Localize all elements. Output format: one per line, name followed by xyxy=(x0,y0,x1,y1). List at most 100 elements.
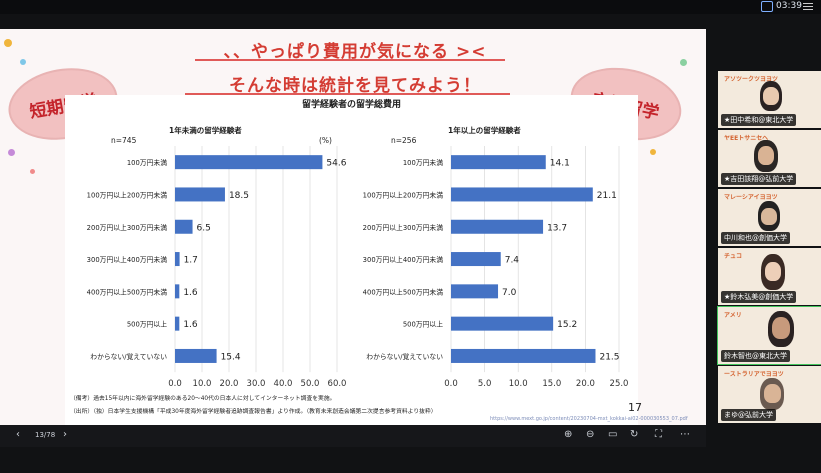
participant-tile[interactable]: マレーシアイヨヨツ 中川和也@創価大学 xyxy=(718,189,821,246)
x-tick-label: 50.0 xyxy=(301,379,320,389)
data-label: 1.6 xyxy=(183,320,198,330)
participant-tile[interactable]: アソツークツヨヨツ ★田中希和@東北大学 xyxy=(718,71,821,128)
chart-title: 留学経験者の留学総費用 xyxy=(301,100,401,110)
participant-video xyxy=(765,262,781,281)
bar xyxy=(175,316,180,331)
category-label: 500万円以上 xyxy=(127,320,167,329)
bar xyxy=(175,284,180,299)
x-tick-label: 20.0 xyxy=(576,379,595,389)
bar xyxy=(451,155,546,170)
bar xyxy=(451,348,596,363)
participant-tile[interactable]: ーストラリアでヨヨツ まゆ@弘前大学 xyxy=(718,366,821,423)
confetti-decoration xyxy=(30,169,35,174)
category-label: 100万円以上200万円未満 xyxy=(363,190,444,199)
bar xyxy=(451,219,544,234)
category-label: 300万円以上400万円未満 xyxy=(87,255,168,264)
chart-source: （出所）（独）日本学生支援機構「平成30年度海外留学経験者追跡調査報告書」より作… xyxy=(70,409,437,415)
prev-page-button[interactable]: ‹ xyxy=(16,429,20,440)
chart-left-unit: (%) xyxy=(319,136,332,145)
participant-name: ★田中希和@東北大学 xyxy=(721,114,797,126)
confetti-decoration xyxy=(4,39,12,47)
data-label: 15.4 xyxy=(221,352,241,362)
category-label: 300万円以上400万円未満 xyxy=(363,255,444,264)
slide-headline-2: そんな時は統計を見てみよう！ xyxy=(229,76,481,96)
chart-left-title: 1年未満の留学経験者 xyxy=(169,126,242,135)
clock-time: 03:39 xyxy=(776,1,802,11)
participant-name: ★吉田該翔@弘前大学 xyxy=(721,173,797,185)
chart-note: （備考）過去15年以内に海外留学経験のある20〜40代の日本人に対してインターネ… xyxy=(70,396,336,402)
x-tick-label: 20.0 xyxy=(220,379,239,389)
zoom-in-icon[interactable]: ⊕ xyxy=(564,429,573,440)
x-tick-label: 40.0 xyxy=(274,379,293,389)
x-tick-label: 0.0 xyxy=(168,379,182,389)
x-tick-label: 10.0 xyxy=(509,379,528,389)
participant-video xyxy=(758,146,774,165)
x-tick-label: 25.0 xyxy=(610,379,629,389)
confetti-decoration xyxy=(650,149,656,155)
participant-background-text: ヤEEトサニセヘ xyxy=(724,135,769,142)
category-label: 100万円未満 xyxy=(127,158,167,167)
participant-tile[interactable]: ヤEEトサニセヘ ★吉田該翔@弘前大学 xyxy=(718,130,821,187)
bar xyxy=(175,187,225,202)
bar xyxy=(175,348,217,363)
x-tick-label: 15.0 xyxy=(542,379,561,389)
category-label: わからない/覚えていない xyxy=(90,352,167,361)
participant-tile[interactable]: チュコ ★鈴木弘美@創価大学 xyxy=(718,248,821,305)
bar xyxy=(451,284,499,299)
data-label: 21.5 xyxy=(599,352,619,362)
fullscreen-icon[interactable]: ⛶ xyxy=(655,429,662,440)
chart-left-n: n=745 xyxy=(111,136,137,145)
headline-underline xyxy=(195,59,505,61)
top-status-bar: 03:39 xyxy=(0,0,821,14)
x-tick-label: 10.0 xyxy=(193,379,212,389)
data-label: 13.7 xyxy=(547,223,567,233)
bar-charts: 0.0 10.0 20.0 30.0 40.0 50.0 60.0 100万円未満 54.6 10… xyxy=(87,146,629,389)
next-page-button[interactable]: › xyxy=(63,429,67,440)
more-options-icon[interactable]: ⋯ xyxy=(680,429,690,440)
chart-right-title: 1年以上の留学経験者 xyxy=(448,126,521,135)
participant-video xyxy=(764,384,781,403)
slide-page-number: 17 xyxy=(628,401,642,414)
rotate-icon[interactable]: ↻ xyxy=(630,429,639,440)
data-label: 6.5 xyxy=(197,223,211,233)
x-tick-label: 60.0 xyxy=(328,379,347,389)
chart-right-n: n=256 xyxy=(391,136,417,145)
data-label: 1.7 xyxy=(184,256,198,266)
participant-video xyxy=(772,317,790,339)
data-label: 15.2 xyxy=(557,320,577,330)
category-label: 400万円以上500万円未満 xyxy=(363,287,444,296)
headline-underline xyxy=(185,93,510,95)
category-label: 100万円以上200万円未満 xyxy=(87,190,168,199)
data-label: 7.0 xyxy=(502,288,517,298)
menu-icon[interactable] xyxy=(803,3,813,10)
bar xyxy=(175,219,193,234)
chart-panel: 留学経験者の留学総費用 1年未満の留学経験者 1年以上の留学経験者 n=745 … xyxy=(65,95,638,425)
participant-background-text: アソツークツヨヨツ xyxy=(724,76,779,83)
category-label: 200万円以上300万円未満 xyxy=(87,223,168,232)
zoom-out-icon[interactable]: ⊖ xyxy=(586,429,595,440)
category-label: わからない/覚えていない xyxy=(366,352,443,361)
participant-background-text: チュコ xyxy=(724,253,743,260)
data-label: 54.6 xyxy=(326,159,346,169)
data-label: 14.1 xyxy=(550,159,570,169)
slide-headline-1: 、、やっぱり費用が気になる >< xyxy=(223,42,487,62)
participant-name: 中川和也@創価大学 xyxy=(721,232,790,244)
source-url: https://www.mext.go.jp/content/20230704-… xyxy=(490,416,688,422)
shield-icon xyxy=(761,1,773,12)
bar xyxy=(175,252,180,267)
participant-background-text: マレーシアイヨヨツ xyxy=(724,194,778,201)
category-label: 200万円以上300万円未満 xyxy=(363,223,444,232)
participant-name: ★鈴木弘美@創価大学 xyxy=(721,291,797,303)
participant-name: 鈴木智也@東北大学 xyxy=(721,350,790,362)
x-tick-label: 30.0 xyxy=(247,379,266,389)
category-label: 500万円以上 xyxy=(403,320,443,329)
confetti-decoration xyxy=(8,149,15,156)
data-label: 21.1 xyxy=(597,191,617,201)
x-tick-label: 5.0 xyxy=(478,379,492,389)
viewer-toolbar: ‹ 13/78 › ⊕ ⊖ ▭ ↻ ⛶ ⋯ xyxy=(0,425,706,447)
participant-tile-speaking[interactable]: アメリ 鈴木智也@東北大学 xyxy=(717,306,821,365)
participant-background-text: アメリ xyxy=(724,312,742,319)
participant-video xyxy=(761,208,777,225)
fit-page-icon[interactable]: ▭ xyxy=(608,429,618,440)
